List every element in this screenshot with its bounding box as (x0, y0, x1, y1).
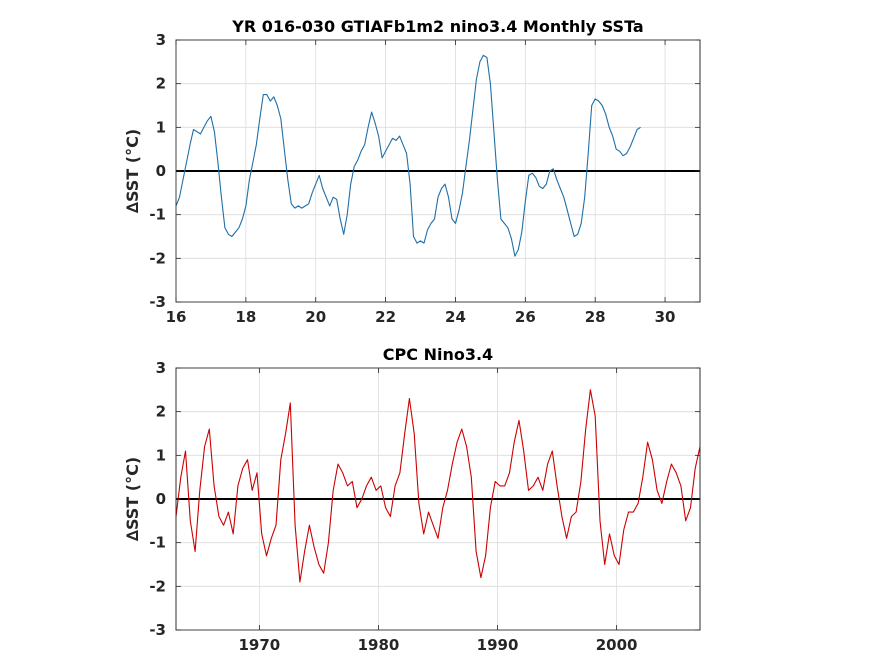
y-tick-label: 3 (156, 359, 166, 377)
y-tick-label: -1 (149, 534, 166, 552)
x-tick-label: 28 (585, 308, 606, 326)
y-tick-label: 0 (156, 490, 166, 508)
y-tick-label: -2 (149, 249, 166, 267)
y-tick-label: -2 (149, 577, 166, 595)
series-line (175, 389, 701, 583)
y-axis-label: ∆SST (°C) (123, 129, 142, 213)
x-tick-label: 18 (235, 308, 256, 326)
x-tick-label: 26 (515, 308, 536, 326)
x-tick-label: 22 (375, 308, 396, 326)
y-tick-label: -1 (149, 206, 166, 224)
y-tick-label: 2 (156, 75, 166, 93)
x-tick-label: 2000 (596, 636, 638, 654)
top-panel: 16 18 20 22 24 26 28 30 -3 -2 -1 0 1 2 3 YR 016-030 GTI… (123, 17, 701, 326)
chart-title: YR 016-030 GTIAFb1m2 nino3.4 Monthly SST… (231, 17, 643, 36)
y-tick-label: 1 (156, 446, 166, 464)
y-tick-label: 2 (156, 403, 166, 421)
x-tick-label: 1980 (358, 636, 400, 654)
y-tick-label: -3 (149, 621, 166, 639)
bottom-panel: 1970 1980 1990 2000 -3 -2 -1 0 1 2 3 CPC Nino3.4 ∆SS… (123, 345, 701, 654)
y-tick-label: -3 (149, 293, 166, 311)
x-tick-label: 20 (305, 308, 326, 326)
y-tick-label: 0 (156, 162, 166, 180)
x-tick-label: 1990 (477, 636, 519, 654)
series-line (175, 54, 641, 257)
y-tick-label: 1 (156, 118, 166, 136)
x-tick-label: 24 (445, 308, 466, 326)
x-tick-label: 16 (166, 308, 187, 326)
y-tick-label: 3 (156, 31, 166, 49)
x-tick-label: 1970 (238, 636, 280, 654)
chart-title: CPC Nino3.4 (383, 345, 493, 364)
x-tick-label: 30 (655, 308, 676, 326)
y-axis-label: ∆SST (°C) (123, 457, 142, 541)
